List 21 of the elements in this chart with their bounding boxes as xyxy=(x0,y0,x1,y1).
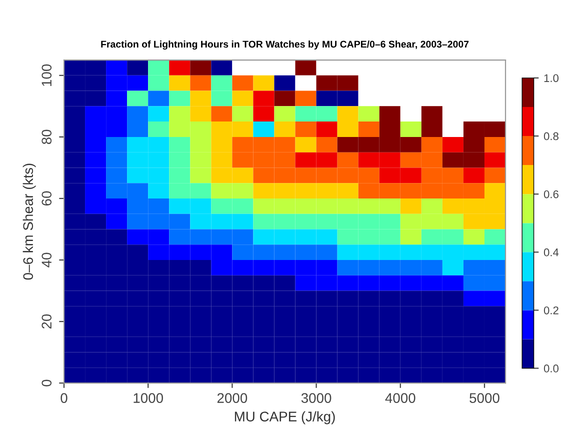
x-tick-label: 2000 xyxy=(217,393,248,403)
y-tick-label: 0 xyxy=(42,380,52,386)
y-tick-label: 100 xyxy=(42,64,52,86)
y-tick-label: 80 xyxy=(42,130,52,144)
y-tick-label: 60 xyxy=(42,191,52,206)
x-tick-label: 5000 xyxy=(470,393,500,403)
y-tick-label: 40 xyxy=(42,252,52,268)
color-bar-label: 0.0 xyxy=(544,364,559,372)
x-axis-title: MU CAPE (J/kg) xyxy=(234,411,335,424)
x-tick-label: 4000 xyxy=(385,393,416,403)
color-bar-label: 0.6 xyxy=(544,190,558,198)
x-tick-label: 3000 xyxy=(301,393,332,403)
color-bar-label: 1.0 xyxy=(544,74,559,82)
color-bar-label: 0.2 xyxy=(544,306,558,314)
y-tick-label: 20 xyxy=(42,314,52,329)
color-bar-label: 0.8 xyxy=(544,132,558,140)
x-tick-label: 1000 xyxy=(134,393,164,403)
x-tick-label: 0 xyxy=(60,393,68,403)
y-axis-title: 0–6 km Shear (kts) xyxy=(22,164,36,280)
chart-title: Fraction of Lightning Hours in TOR Watches by MU CAPE/0–6 Shear, 2003–2007 xyxy=(101,40,469,50)
color-bar-label: 0.4 xyxy=(544,248,559,256)
